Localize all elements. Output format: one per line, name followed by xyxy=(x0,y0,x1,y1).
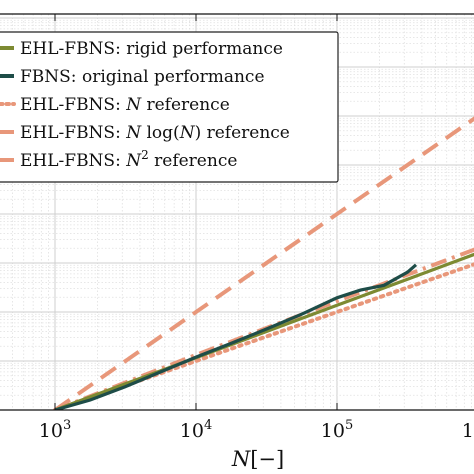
legend-label: EHL-FBNS: rigid performance xyxy=(20,39,283,59)
series-layer xyxy=(53,116,474,410)
series-line-5 xyxy=(53,116,474,410)
legend-label: EHL-FBNS: N log(N) reference xyxy=(20,123,290,143)
legend-label: EHL-FBNS: N2 reference xyxy=(20,148,237,171)
legend-label: EHL-FBNS: N reference xyxy=(20,95,230,115)
legend: EHL-FBNS: rigid performance FBNS: origina… xyxy=(0,31,339,183)
legend-box xyxy=(0,31,339,183)
legend-label: FBNS: original performance xyxy=(20,67,265,87)
x-tick-label: 103 xyxy=(39,418,71,442)
x-tick-label: 106 xyxy=(462,418,474,442)
x-tick-label: 105 xyxy=(321,418,353,442)
x-tick-label: 104 xyxy=(180,418,212,442)
series-line-1 xyxy=(54,252,474,410)
series-line-2 xyxy=(54,263,418,410)
axes xyxy=(0,13,474,411)
x-axis-label: N[−] xyxy=(231,447,284,471)
x-tick-labels: 103 104 105 106 xyxy=(39,418,474,442)
